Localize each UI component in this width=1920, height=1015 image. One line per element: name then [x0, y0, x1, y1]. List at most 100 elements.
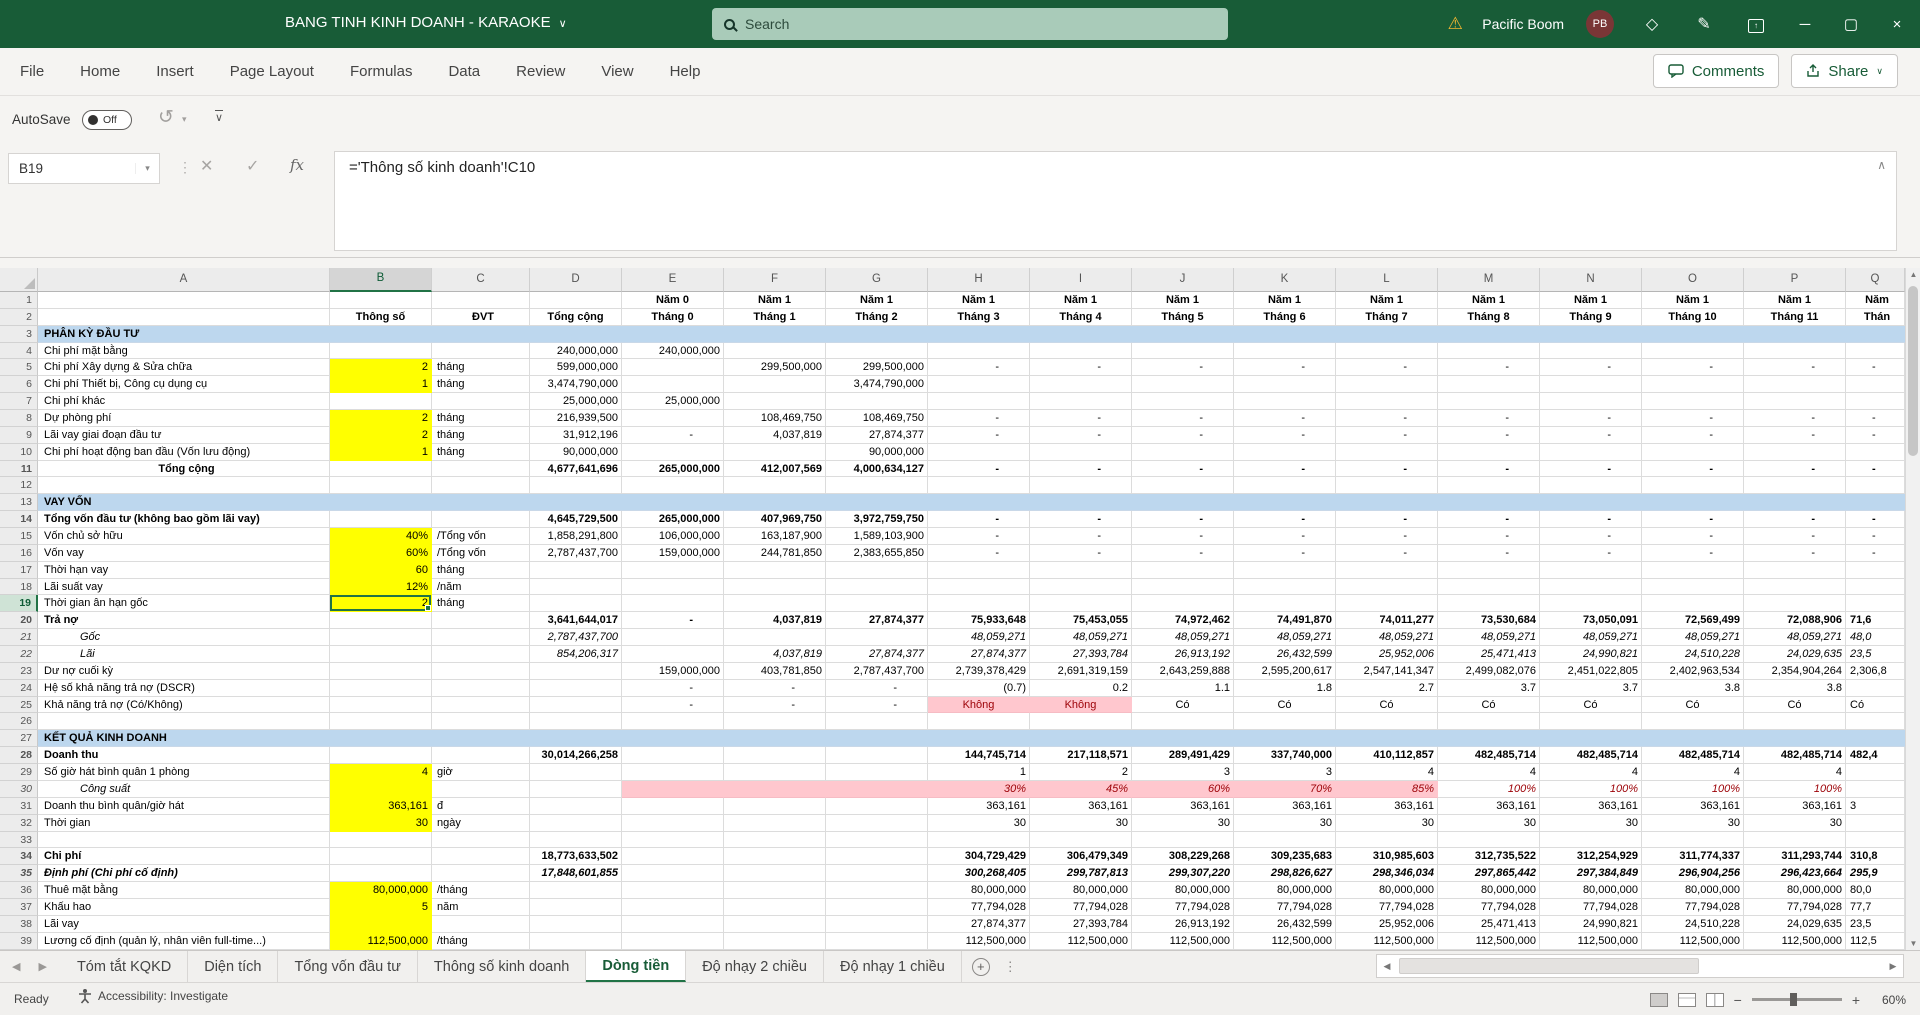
restore-button[interactable]: ▢: [1843, 16, 1859, 33]
cell-K37[interactable]: 77,794,028: [1234, 898, 1336, 916]
cell-O25[interactable]: Có: [1642, 696, 1744, 714]
cell-J31[interactable]: 363,161: [1132, 797, 1234, 815]
cell-H37[interactable]: 77,794,028: [928, 898, 1030, 916]
cell-P10[interactable]: [1744, 443, 1846, 461]
name-box-chevron-icon[interactable]: ▾: [135, 163, 159, 174]
cancel-entry-icon[interactable]: ✕: [200, 158, 214, 175]
cell-C16[interactable]: /Tổng vốn: [432, 544, 530, 562]
cell-D14[interactable]: 4,645,729,500: [530, 511, 622, 529]
cell-A37[interactable]: Khấu hao: [38, 898, 330, 916]
cell-O36[interactable]: 80,000,000: [1642, 882, 1744, 899]
cell-H33[interactable]: [928, 831, 1030, 849]
insert-function-icon[interactable]: fx: [290, 156, 305, 174]
menu-tab-data[interactable]: Data: [448, 63, 481, 80]
cell-I9[interactable]: -: [1030, 426, 1132, 444]
cell-J15[interactable]: -: [1132, 528, 1234, 545]
cell-J39[interactable]: 112,500,000: [1132, 932, 1234, 950]
cell-G1[interactable]: Năm 1: [826, 292, 928, 309]
cell-L16[interactable]: -: [1336, 544, 1438, 562]
row-header-7[interactable]: 7: [0, 393, 38, 411]
cell-G20[interactable]: 27,874,377: [826, 612, 928, 630]
row-header-37[interactable]: 37: [0, 898, 38, 916]
cell-Q25[interactable]: Có: [1846, 696, 1905, 714]
cell-B11[interactable]: [330, 460, 432, 478]
cell-I34[interactable]: 306,479,349: [1030, 848, 1132, 866]
cell-I17[interactable]: [1030, 561, 1132, 579]
cell-L18[interactable]: [1336, 578, 1438, 596]
cell-P38[interactable]: 24,029,635: [1744, 915, 1846, 933]
cell-J11[interactable]: -: [1132, 460, 1234, 478]
cell-M19[interactable]: [1438, 595, 1540, 613]
cell-B20[interactable]: [330, 612, 432, 630]
cell-P7[interactable]: [1744, 393, 1846, 411]
cell-J23[interactable]: 2,643,259,888: [1132, 662, 1234, 680]
cell-F22[interactable]: 4,037,819: [724, 646, 826, 663]
cell-G10[interactable]: 90,000,000: [826, 443, 928, 461]
cell-D26[interactable]: [530, 713, 622, 731]
cell-O16[interactable]: -: [1642, 544, 1744, 562]
cell-D19[interactable]: [530, 595, 622, 613]
cell-N8[interactable]: -: [1540, 410, 1642, 427]
cell-P23[interactable]: 2,354,904,264: [1744, 662, 1846, 680]
cell-E36[interactable]: [622, 882, 724, 899]
cell-P25[interactable]: Có: [1744, 696, 1846, 714]
cell-F39[interactable]: [724, 932, 826, 950]
cell-D39[interactable]: [530, 932, 622, 950]
cell-P17[interactable]: [1744, 561, 1846, 579]
cell-P24[interactable]: 3.8: [1744, 679, 1846, 697]
cell-I38[interactable]: 27,393,784: [1030, 915, 1132, 933]
cell-P21[interactable]: 48,059,271: [1744, 629, 1846, 647]
cell-A15[interactable]: Vốn chủ sở hữu: [38, 528, 330, 545]
cell-J34[interactable]: 308,229,268: [1132, 848, 1234, 866]
row-header-24[interactable]: 24: [0, 679, 38, 697]
cell-L30[interactable]: 85%: [1336, 780, 1438, 798]
cell-N16[interactable]: -: [1540, 544, 1642, 562]
cell-N1[interactable]: Năm 1: [1540, 292, 1642, 309]
cell-D4[interactable]: 240,000,000: [530, 342, 622, 360]
cell-O26[interactable]: [1642, 713, 1744, 731]
cell-K33[interactable]: [1234, 831, 1336, 849]
cell-N33[interactable]: [1540, 831, 1642, 849]
cell-I18[interactable]: [1030, 578, 1132, 596]
cell-N38[interactable]: 24,990,821: [1540, 915, 1642, 933]
cell-K28[interactable]: 337,740,000: [1234, 747, 1336, 765]
cell-B23[interactable]: [330, 662, 432, 680]
cell-D29[interactable]: [530, 764, 622, 781]
cell-J21[interactable]: 48,059,271: [1132, 629, 1234, 647]
cell-N39[interactable]: 112,500,000: [1540, 932, 1642, 950]
cell-E18[interactable]: [622, 578, 724, 596]
zoom-level[interactable]: 60%: [1881, 992, 1906, 1007]
cell-H36[interactable]: 80,000,000: [928, 882, 1030, 899]
row-header-12[interactable]: 12: [0, 477, 38, 495]
cell-H25[interactable]: Không: [928, 696, 1030, 714]
cell-B16[interactable]: 60%: [330, 544, 432, 562]
cell-J7[interactable]: [1132, 393, 1234, 411]
cell-G31[interactable]: [826, 797, 928, 815]
cell-C24[interactable]: [432, 679, 530, 697]
cell-F9[interactable]: 4,037,819: [724, 426, 826, 444]
cell-C11[interactable]: [432, 460, 530, 478]
cell-E24[interactable]: -: [622, 679, 724, 697]
row-header-36[interactable]: 36: [0, 882, 38, 899]
cell-G35[interactable]: [826, 865, 928, 883]
minimize-button[interactable]: ─: [1799, 15, 1811, 33]
cell-I36[interactable]: 80,000,000: [1030, 882, 1132, 899]
cell-L2[interactable]: Tháng 7: [1336, 308, 1438, 326]
menu-tab-page-layout[interactable]: Page Layout: [229, 63, 314, 80]
cell-L12[interactable]: [1336, 477, 1438, 495]
cell-O30[interactable]: 100%: [1642, 780, 1744, 798]
cell-K25[interactable]: Có: [1234, 696, 1336, 714]
cell-I29[interactable]: 2: [1030, 764, 1132, 781]
cell-Q29[interactable]: [1846, 764, 1905, 781]
cell-K7[interactable]: [1234, 393, 1336, 411]
cell-N32[interactable]: 30: [1540, 814, 1642, 832]
cell-I32[interactable]: 30: [1030, 814, 1132, 832]
cell-B33[interactable]: [330, 831, 432, 849]
cell-H34[interactable]: 304,729,429: [928, 848, 1030, 866]
cell-D25[interactable]: [530, 696, 622, 714]
cell-O35[interactable]: 296,904,256: [1642, 865, 1744, 883]
cell-I16[interactable]: -: [1030, 544, 1132, 562]
col-header-G[interactable]: G: [826, 268, 928, 292]
cell-M35[interactable]: 297,865,442: [1438, 865, 1540, 883]
cell-B17[interactable]: 60: [330, 561, 432, 579]
